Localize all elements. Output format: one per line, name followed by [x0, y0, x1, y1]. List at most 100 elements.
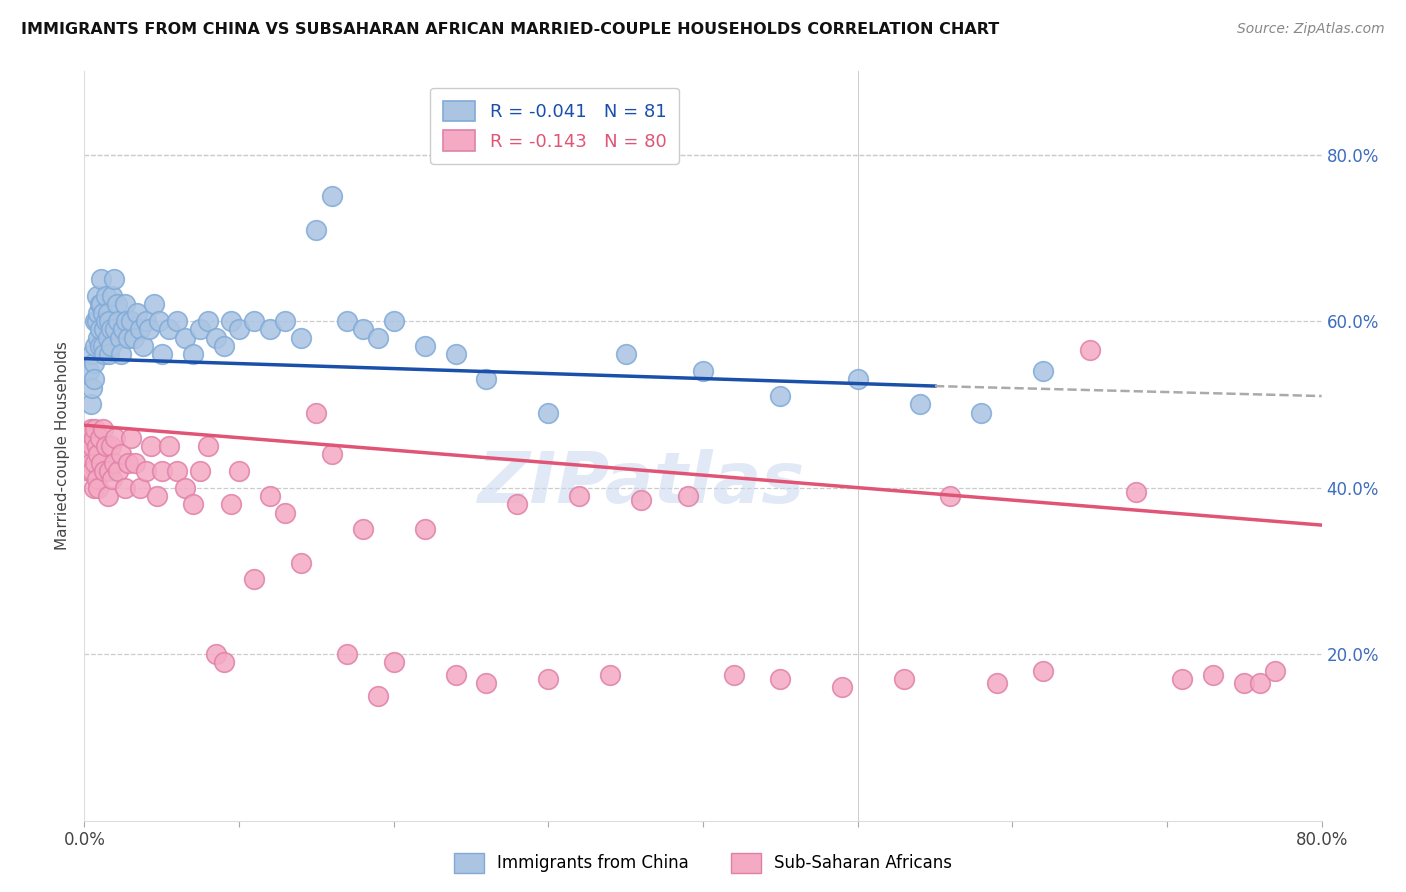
Point: [139, 439, 162, 453]
Point: [101, 472, 124, 486]
Point: [96, 489, 118, 503]
Point: [893, 672, 915, 686]
Point: [104, 431, 127, 445]
Point: [228, 464, 250, 478]
Point: [321, 447, 343, 461]
Point: [87, 331, 110, 345]
Point: [382, 656, 405, 670]
Point: [1171, 672, 1194, 686]
Point: [82, 439, 104, 453]
Point: [84, 456, 107, 470]
Legend: R = -0.041   N = 81, R = -0.143   N = 80: R = -0.041 N = 81, R = -0.143 N = 80: [430, 88, 679, 164]
Point: [159, 322, 180, 336]
Point: [122, 331, 145, 345]
Point: [90, 456, 112, 470]
Point: [188, 464, 211, 478]
Point: [970, 406, 993, 420]
Point: [82, 347, 104, 361]
Point: [112, 322, 135, 336]
Point: [86, 472, 108, 486]
Point: [98, 464, 121, 478]
Point: [1032, 364, 1054, 378]
Point: [444, 347, 467, 361]
Point: [96, 331, 118, 345]
Point: [103, 456, 125, 470]
Point: [114, 297, 136, 311]
Point: [124, 456, 146, 470]
Point: [219, 497, 242, 511]
Point: [103, 272, 125, 286]
Point: [89, 339, 111, 353]
Point: [84, 422, 107, 436]
Point: [83, 431, 105, 445]
Point: [100, 439, 122, 453]
Point: [148, 314, 170, 328]
Point: [93, 322, 115, 336]
Point: [146, 489, 169, 503]
Point: [98, 347, 121, 361]
Point: [274, 314, 297, 328]
Point: [101, 289, 124, 303]
Point: [166, 314, 188, 328]
Point: [243, 572, 266, 586]
Point: [475, 372, 498, 386]
Point: [259, 489, 281, 503]
Point: [150, 464, 173, 478]
Point: [290, 331, 312, 345]
Point: [382, 314, 405, 328]
Point: [100, 322, 122, 336]
Point: [114, 481, 136, 495]
Point: [986, 676, 1008, 690]
Point: [94, 289, 117, 303]
Point: [89, 297, 111, 311]
Point: [105, 297, 128, 311]
Point: [181, 497, 204, 511]
Point: [84, 314, 107, 328]
Point: [83, 481, 105, 495]
Point: [769, 672, 792, 686]
Point: [212, 339, 235, 353]
Point: [188, 322, 211, 336]
Point: [129, 481, 152, 495]
Point: [1032, 664, 1054, 678]
Point: [86, 439, 108, 453]
Point: [336, 647, 359, 661]
Point: [91, 422, 114, 436]
Point: [1264, 664, 1286, 678]
Point: [352, 322, 374, 336]
Point: [93, 347, 115, 361]
Point: [98, 314, 121, 328]
Point: [135, 464, 157, 478]
Point: [259, 322, 281, 336]
Point: [413, 522, 436, 536]
Point: [769, 389, 792, 403]
Point: [82, 381, 104, 395]
Point: [336, 314, 359, 328]
Point: [87, 481, 110, 495]
Point: [132, 339, 155, 353]
Point: [135, 314, 157, 328]
Point: [84, 339, 107, 353]
Point: [125, 306, 148, 320]
Point: [117, 331, 139, 345]
Point: [79, 397, 101, 411]
Point: [107, 314, 129, 328]
Point: [89, 322, 111, 336]
Text: Source: ZipAtlas.com: Source: ZipAtlas.com: [1237, 22, 1385, 37]
Point: [305, 222, 328, 236]
Point: [274, 506, 297, 520]
Point: [115, 314, 138, 328]
Point: [367, 689, 389, 703]
Point: [79, 456, 101, 470]
Point: [537, 406, 560, 420]
Point: [91, 306, 114, 320]
Point: [305, 406, 328, 420]
Point: [939, 489, 962, 503]
Point: [79, 422, 101, 436]
Point: [1078, 343, 1101, 358]
Point: [82, 464, 104, 478]
Point: [96, 306, 118, 320]
Point: [1249, 676, 1271, 690]
Point: [100, 339, 122, 353]
Point: [76, 447, 98, 461]
